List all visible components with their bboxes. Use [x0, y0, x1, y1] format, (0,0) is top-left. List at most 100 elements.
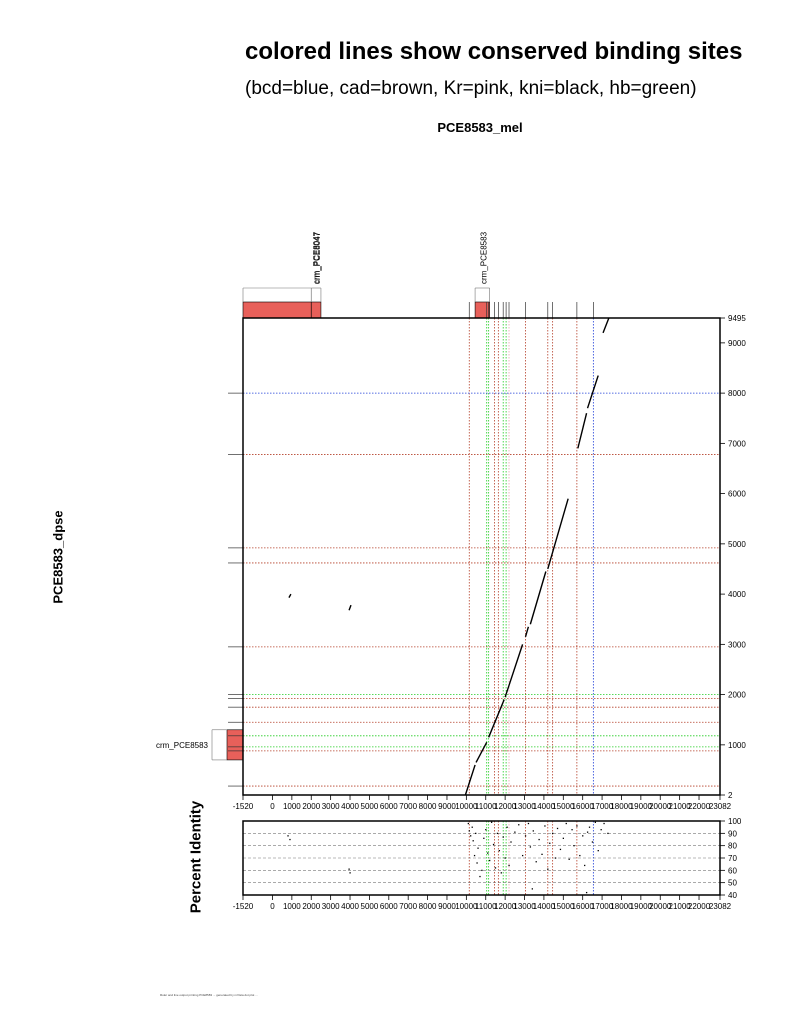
x-tick-label: 6000	[380, 802, 398, 811]
y-tick-label: 4000	[728, 590, 746, 599]
x-crm-label: crm_PCE8583	[479, 231, 488, 284]
identity-point	[552, 832, 554, 835]
x-tick-label: 0	[270, 802, 275, 811]
y-tick-label: 2000	[728, 691, 746, 700]
identity-point	[494, 867, 497, 869]
x-crm-block	[474, 301, 490, 319]
identity-x-tick-label: 1000	[283, 902, 301, 911]
x-tick-label: 3000	[322, 802, 340, 811]
x-tick-label: 22000	[688, 802, 711, 811]
identity-tick-label: 80	[728, 842, 737, 851]
y-tick-label: 7000	[728, 439, 746, 448]
identity-x-tick-label: 21000	[669, 902, 692, 911]
y-tick-label: 6000	[728, 490, 746, 499]
identity-point	[518, 824, 520, 826]
identity-tick-label: 60	[728, 866, 737, 875]
identity-point	[289, 838, 291, 841]
identity-point	[492, 843, 495, 846]
identity-frame	[242, 820, 721, 896]
identity-point	[535, 861, 537, 863]
identity-point	[477, 847, 479, 849]
identity-point	[529, 846, 532, 848]
y-crm-block	[226, 729, 244, 761]
identity-point	[568, 858, 570, 860]
x-crm-block	[242, 301, 312, 319]
identity-point	[500, 872, 502, 874]
identity-point	[496, 832, 499, 835]
identity-point	[490, 821, 493, 823]
identity-point	[544, 825, 546, 827]
x-tick-label: 17000	[591, 802, 614, 811]
identity-point	[573, 845, 575, 847]
x-sequence-label: PCE8583_mel	[437, 120, 523, 135]
identity-x-tick-label: 12000	[494, 902, 517, 911]
y-tick-label: 1000	[728, 741, 746, 750]
identity-x-tick-label: 13000	[513, 902, 536, 911]
identity-point	[502, 836, 504, 838]
identity-point	[607, 832, 609, 835]
identity-x-tick-label: 14000	[533, 902, 556, 911]
identity-point	[468, 830, 470, 832]
footer-note: Ruler and line output printing PCE8583 .…	[160, 993, 258, 997]
identity-point	[594, 821, 596, 823]
identity-x-tick-label: 9000	[438, 902, 456, 911]
identity-x-tick-label: 8000	[419, 902, 437, 911]
y-tick-label: 9000	[728, 339, 746, 348]
identity-point	[588, 826, 591, 828]
alignment-segment	[586, 375, 599, 409]
identity-x-tick-label: 20000	[649, 902, 672, 911]
y-tick-label: 5000	[728, 540, 746, 549]
identity-point	[483, 837, 485, 839]
identity-point	[538, 838, 540, 841]
y-tick-label: 8000	[728, 389, 746, 398]
identity-point	[475, 832, 477, 835]
identity-point	[562, 837, 565, 839]
identity-point	[586, 831, 589, 833]
identity-point	[489, 859, 491, 862]
x-tick-label: 8000	[419, 802, 437, 811]
identity-point	[559, 848, 562, 851]
identity-x-tick-label: 22000	[688, 902, 711, 911]
identity-x-tick-label: 5000	[361, 902, 379, 911]
identity-tick-label: 50	[728, 879, 737, 888]
identity-point	[556, 827, 559, 830]
x-tick-label: 20000	[649, 802, 672, 811]
identity-point	[481, 869, 483, 872]
x-tick-label: -1520	[233, 802, 254, 811]
identity-tick-label: 100	[728, 817, 742, 826]
y-tick-label: 9495	[728, 314, 746, 323]
identity-point	[585, 891, 588, 894]
identity-x-tick-label: 4000	[341, 902, 359, 911]
x-tick-label: 4000	[341, 802, 359, 811]
identity-tick-label: 70	[728, 854, 737, 863]
identity-point	[479, 875, 481, 878]
identity-x-tick-label: -1520	[233, 902, 254, 911]
identity-point	[603, 822, 605, 825]
identity-point	[527, 822, 530, 825]
identity-point	[600, 829, 602, 831]
identity-tick-label: 90	[728, 829, 737, 838]
identity-point	[521, 854, 524, 857]
x-tick-label: 23082	[709, 802, 732, 811]
identity-point	[597, 850, 599, 852]
identity-point	[348, 868, 350, 870]
x-tick-label: 18000	[610, 802, 633, 811]
identity-x-tick-label: 17000	[591, 902, 614, 911]
x-tick-label: 5000	[361, 802, 379, 811]
identity-point	[532, 830, 534, 832]
identity-point	[467, 822, 469, 825]
x-tick-label: 2000	[302, 802, 320, 811]
plot-frame	[242, 317, 721, 796]
alignment-segment	[504, 644, 524, 698]
identity-x-tick-label: 18000	[610, 902, 633, 911]
identity-point	[582, 835, 584, 837]
identity-point	[472, 840, 474, 842]
identity-point	[531, 888, 533, 890]
identity-point	[510, 841, 512, 843]
x-tick-label: 16000	[572, 802, 595, 811]
identity-x-tick-label: 6000	[380, 902, 398, 911]
identity-x-tick-label: 15000	[552, 902, 575, 911]
identity-point	[487, 852, 489, 854]
x-tick-label: 11000	[475, 802, 497, 811]
y-tick-label: 2	[728, 791, 733, 800]
